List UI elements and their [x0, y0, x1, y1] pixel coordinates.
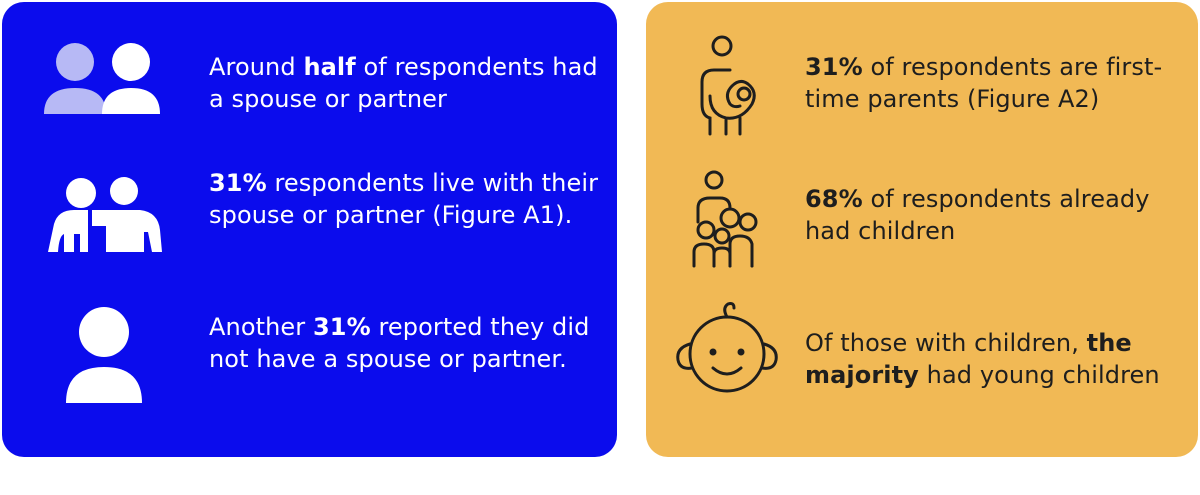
family-children-icon [692, 170, 758, 268]
item-text: 31% of respondents are first-time parent… [805, 51, 1195, 115]
emphasis-text: 31% [313, 313, 371, 341]
text-segment: of respondents already had children [805, 185, 1150, 245]
emphasis-text: the majority [805, 329, 1132, 389]
emphasis-text: 68% [805, 185, 863, 213]
parent-holding-baby-icon [700, 35, 756, 136]
left-panel: Around half of respondents had a spouse … [2, 2, 617, 457]
text-segment: respondents live with their spouse or pa… [209, 169, 599, 229]
item-text: Around half of respondents had a spouse … [209, 51, 609, 115]
single-person-icon [66, 307, 142, 403]
baby-face-icon [676, 302, 778, 393]
text-segment: Another [209, 313, 313, 341]
couple-embrace-icon [48, 177, 162, 252]
text-segment: had young children [918, 361, 1160, 389]
text-segment: of respondents had a spouse or partner [209, 53, 598, 113]
item-text: 31% respondents live with their spouse o… [209, 167, 609, 231]
emphasis-text: half [303, 53, 356, 81]
item-text: 68% of respondents already had children [805, 183, 1195, 247]
text-segment: reported they did not have a spouse or p… [209, 313, 590, 373]
emphasis-text: 31% [805, 53, 863, 81]
emphasis-text: 31% [209, 169, 267, 197]
item-text: Of those with children, the majority had… [805, 327, 1195, 391]
text-segment: Of those with children, [805, 329, 1087, 357]
item-text: Another 31% reported they did not have a… [209, 311, 609, 375]
text-segment: of respondents are first-time parents (F… [805, 53, 1163, 113]
text-segment: Around [209, 53, 304, 81]
right-panel: 31% of respondents are first-time parent… [646, 2, 1198, 457]
two-people-icon [44, 43, 160, 114]
